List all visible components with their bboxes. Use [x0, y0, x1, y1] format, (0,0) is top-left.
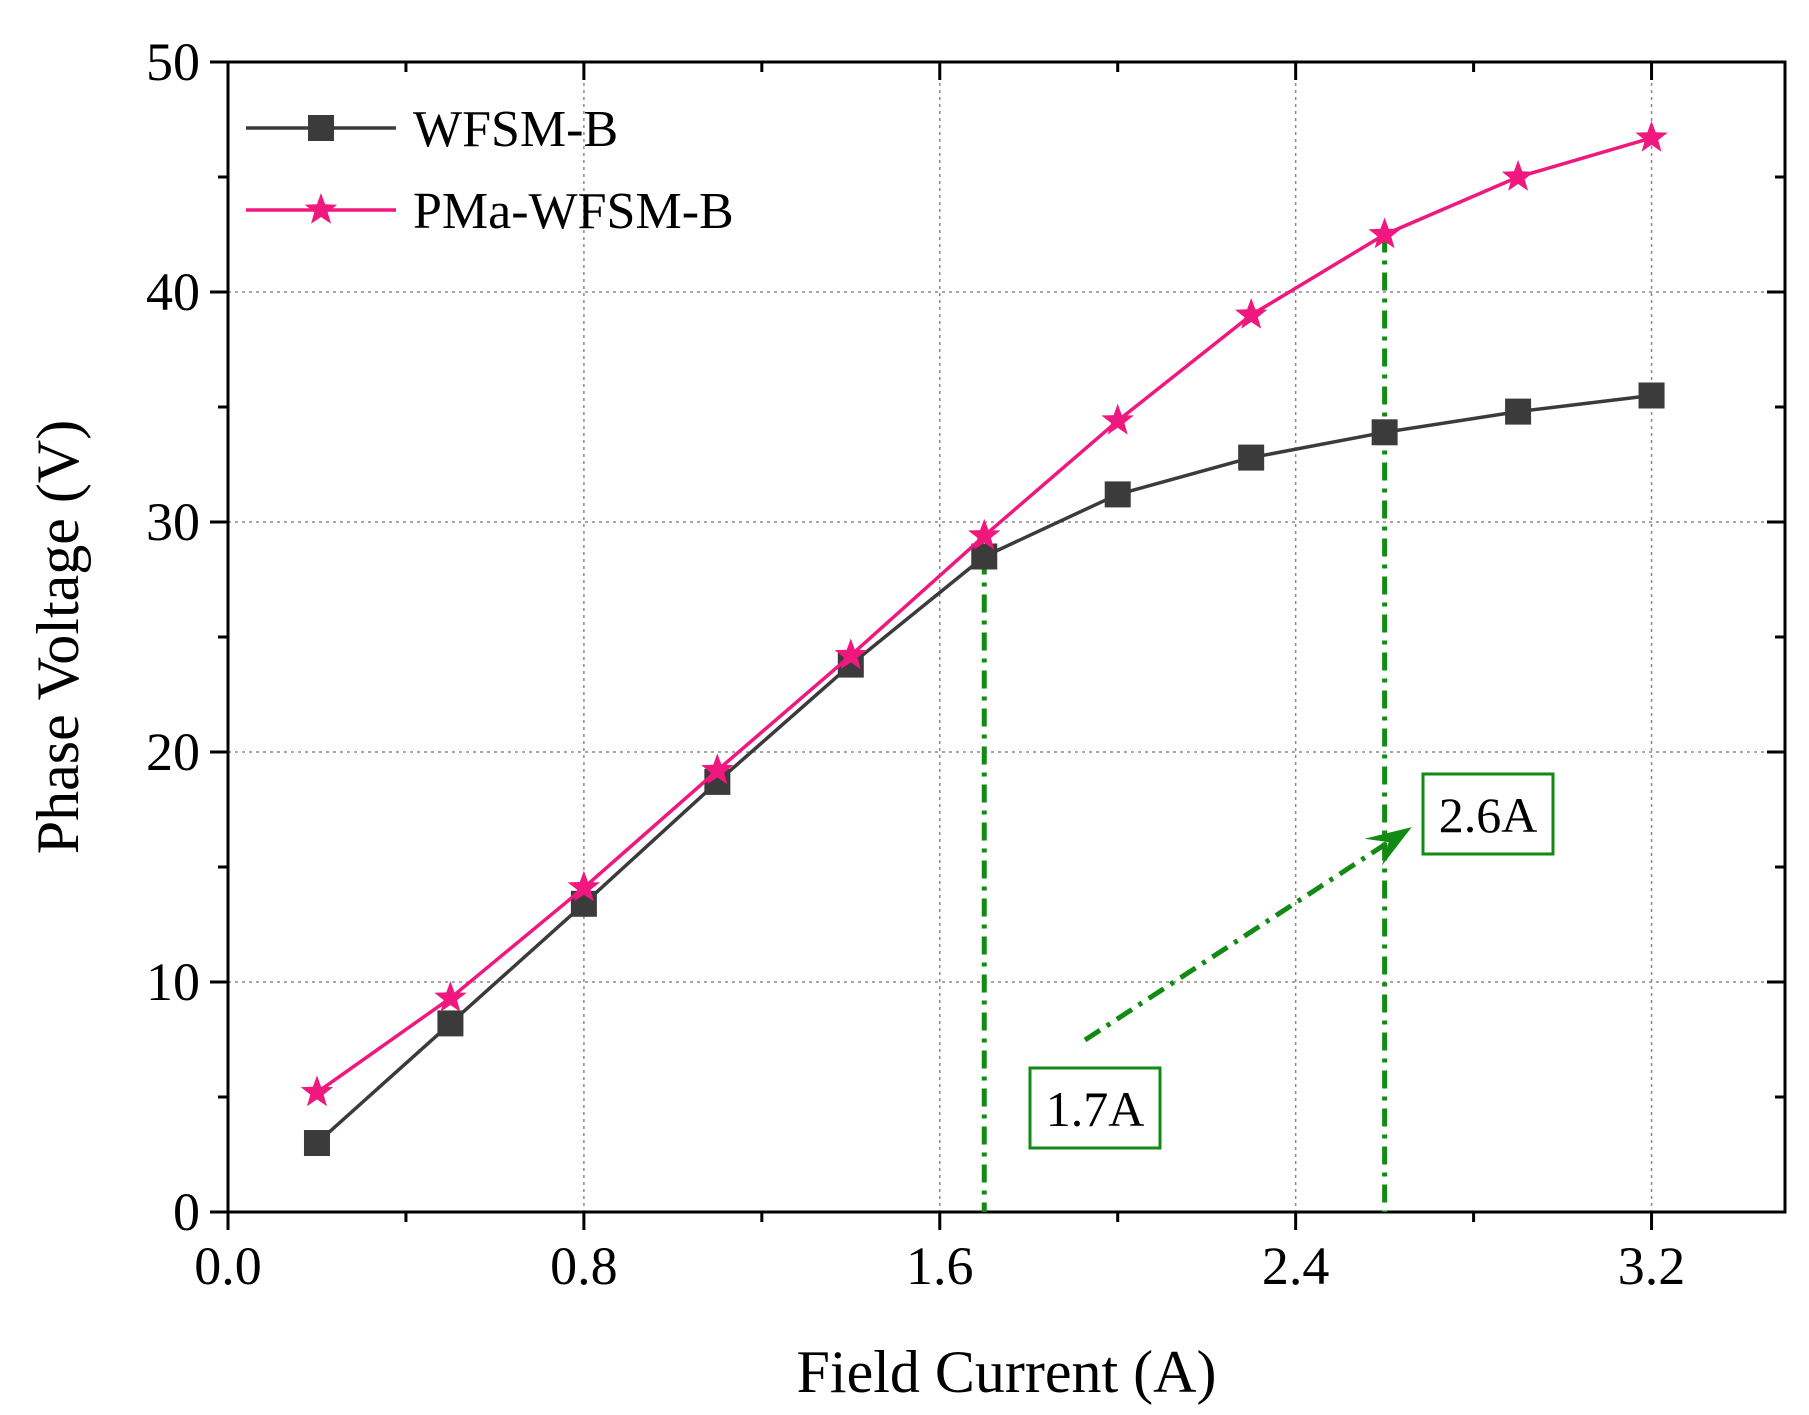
- y-tick-label: 10: [146, 952, 200, 1012]
- data-point-pma-wfsm-b: [701, 753, 734, 785]
- data-point-wfsm-b: [1238, 444, 1265, 471]
- legend-marker: [308, 115, 334, 141]
- legend-label: PMa-WFSM-B: [413, 183, 734, 240]
- grid-lines: [228, 62, 1785, 1212]
- legend: WFSM-B PMa-WFSM-B: [246, 101, 734, 240]
- series-line-wfsm-b: [315, 393, 1652, 1145]
- annotation-label-1-7a: 1.7A: [1046, 1081, 1145, 1137]
- x-tick-label: 0.8: [550, 1236, 618, 1296]
- data-point-wfsm-b: [1638, 382, 1665, 409]
- annotation-box-1-7a: [1028, 1066, 1162, 1150]
- y-tick-label: 20: [146, 722, 200, 782]
- annotation-label-2-6a: 2.6A: [1439, 787, 1538, 843]
- axis-ticks: [210, 60, 1785, 1230]
- data-point-wfsm-b: [1104, 481, 1131, 508]
- data-point-wfsm-b: [437, 1010, 464, 1037]
- data-point-pma-wfsm-b: [834, 638, 867, 670]
- legend-label: WFSM-B: [413, 101, 618, 158]
- annotation-arrow-line: [1083, 835, 1397, 1043]
- x-tick-label: 2.4: [1262, 1236, 1330, 1296]
- data-point-pma-wfsm-b: [1635, 120, 1668, 152]
- tick-labels: 0.0 0.8 1.6 2.4 3.2 0 10 20 30 40 50: [146, 32, 1685, 1296]
- x-tick-label: 0.0: [194, 1236, 262, 1296]
- x-tick-label: 3.2: [1618, 1236, 1686, 1296]
- series-group: [300, 120, 1668, 1156]
- legend-marker: [304, 193, 338, 224]
- data-point-pma-wfsm-b: [567, 870, 601, 902]
- data-point-pma-wfsm-b: [434, 981, 467, 1012]
- series-pma-wfsm-b: [300, 120, 1668, 1107]
- y-axis-title: Phase Voltage (V): [25, 420, 91, 854]
- data-point-pma-wfsm-b: [1501, 160, 1535, 191]
- data-point-pma-wfsm-b: [1235, 298, 1268, 329]
- annotation-arrowhead: [1364, 827, 1412, 866]
- y-tick-label: 50: [146, 32, 200, 92]
- y-tick-label: 30: [146, 492, 200, 552]
- y-tick-label: 0: [173, 1182, 200, 1242]
- x-tick-label: 1.6: [906, 1236, 974, 1296]
- data-point-pma-wfsm-b: [968, 518, 1001, 550]
- data-point-pma-wfsm-b: [1368, 217, 1401, 249]
- data-point-wfsm-b: [1371, 419, 1398, 446]
- y-tick-label: 40: [146, 262, 200, 322]
- data-point-pma-wfsm-b: [1101, 403, 1134, 435]
- data-point-pma-wfsm-b: [300, 1075, 334, 1107]
- annotations: 1.7A 2.6A: [981, 234, 1555, 1212]
- x-axis-title: Field Current (A): [797, 1339, 1217, 1405]
- data-point-wfsm-b: [1505, 398, 1532, 425]
- annotation-box-2-6a: [1421, 772, 1555, 856]
- data-point-wfsm-b: [303, 1130, 330, 1156]
